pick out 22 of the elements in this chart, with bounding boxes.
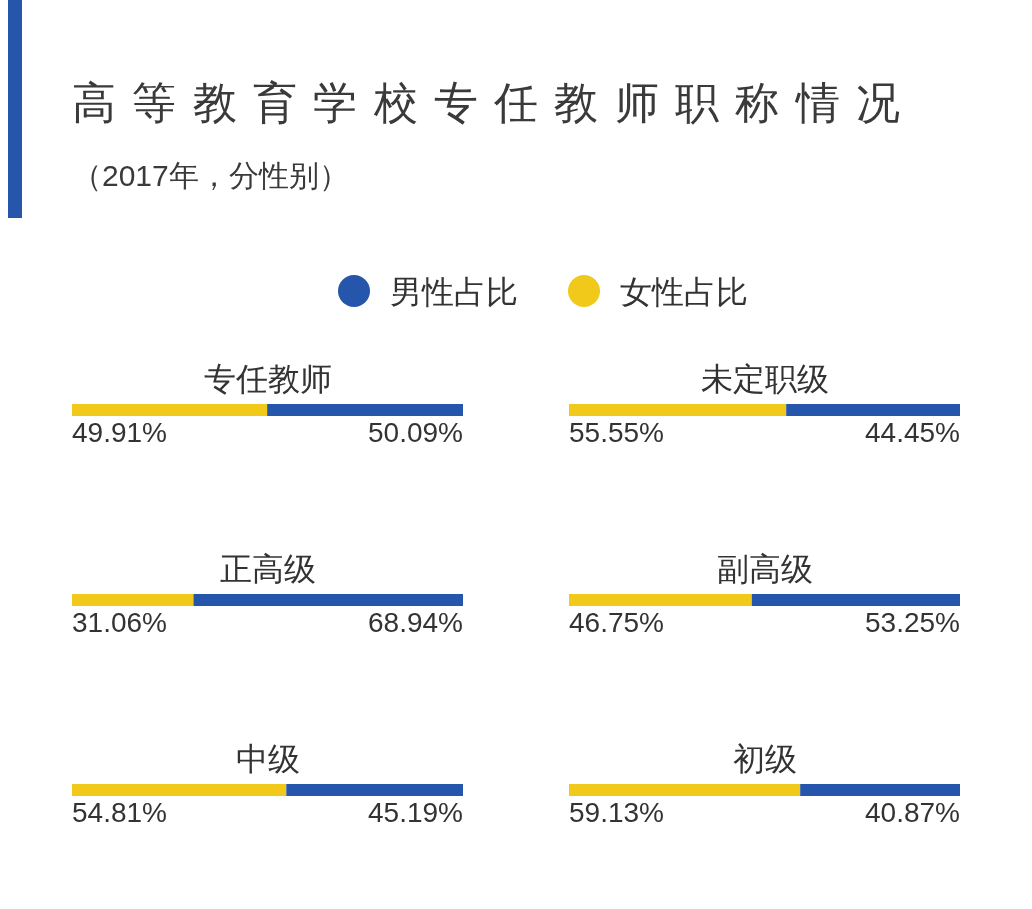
data-label: 44.45% bbox=[865, 417, 960, 448]
y-tick-label: 未定职级 bbox=[700, 361, 829, 397]
y-tick-label: 专任教师 bbox=[203, 361, 332, 397]
y-tick-label: 副高级 bbox=[716, 551, 813, 587]
data-label: 53.25% bbox=[865, 607, 960, 638]
legend-label: 男性占比 bbox=[390, 274, 518, 310]
chart-title: 高等教育学校专任教师职称情况 bbox=[72, 78, 900, 127]
data-label: 49.91% bbox=[72, 417, 167, 448]
data-label: 55.55% bbox=[569, 417, 664, 448]
y-tick-label: 初级 bbox=[732, 741, 797, 777]
y-tick-label: 正高级 bbox=[219, 551, 316, 587]
y-tick-label: 中级 bbox=[235, 741, 300, 777]
data-label: 68.94% bbox=[368, 607, 463, 638]
data-label: 45.19% bbox=[368, 797, 463, 828]
legend-label: 女性占比 bbox=[620, 274, 748, 310]
data-label: 40.87% bbox=[865, 797, 960, 828]
data-label: 46.75% bbox=[569, 607, 664, 638]
data-label: 54.81% bbox=[72, 797, 167, 828]
data-label: 59.13% bbox=[569, 797, 664, 828]
data-label: 31.06% bbox=[72, 607, 167, 638]
data-label: 50.09% bbox=[368, 417, 463, 448]
chart-subtitle: （2017年，分性别） bbox=[72, 159, 349, 192]
